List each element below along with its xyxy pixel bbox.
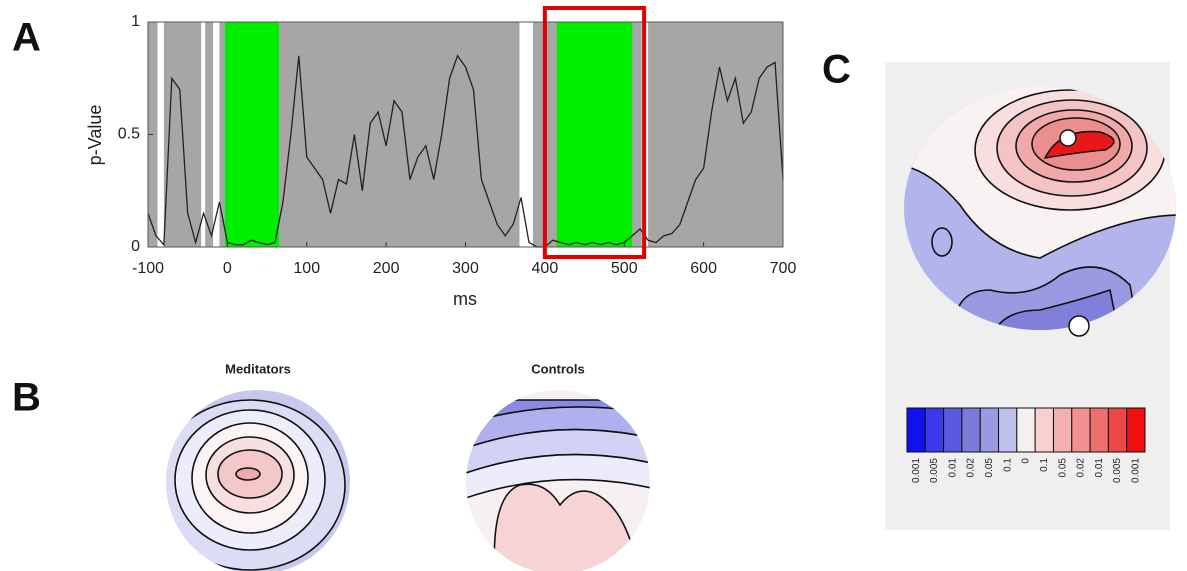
colorbar-label: 0.05 xyxy=(1057,458,1068,478)
colorbar-cell xyxy=(1089,407,1109,453)
colorbar-label: 0.02 xyxy=(1076,458,1087,478)
topo-map xyxy=(166,390,350,571)
x-tick-label: -100 xyxy=(132,260,164,277)
colorbar-cell xyxy=(943,407,963,453)
colorbar-label: 0.05 xyxy=(984,458,995,478)
span xyxy=(224,22,279,247)
panel-label: C xyxy=(822,48,851,92)
colorbar-label: 0.005 xyxy=(929,458,940,483)
span xyxy=(201,22,206,247)
colorbar-label: 0.1 xyxy=(1039,458,1050,472)
line xyxy=(147,54,784,248)
colorbar-label: 0 xyxy=(1021,458,1032,464)
colorbar-cell xyxy=(1034,407,1054,453)
colorbar-label: 0.1 xyxy=(1002,458,1013,472)
panel-label: A xyxy=(12,16,41,60)
x-tick-label: 100 xyxy=(293,260,320,277)
y-tick-label: 0 xyxy=(131,238,140,255)
colorbar-label: 0.01 xyxy=(1094,458,1105,478)
x-tick-label: 200 xyxy=(373,260,400,277)
colorbar-cell xyxy=(1126,407,1146,453)
topo-map xyxy=(466,390,650,571)
x-tick-label: 300 xyxy=(452,260,479,277)
map-title: Controls xyxy=(531,361,584,376)
electrode xyxy=(1059,129,1077,147)
colorbar-label: 0.01 xyxy=(947,458,958,478)
y-tick-label: 0.5 xyxy=(118,126,140,143)
colorbar-cell xyxy=(1107,407,1128,453)
colorbar-cell xyxy=(906,407,926,453)
plot-frame xyxy=(147,21,784,248)
colorbar-label: 0.001 xyxy=(911,458,922,483)
colorbar-label: 0.005 xyxy=(1112,458,1123,483)
colorbar-cell xyxy=(1052,407,1073,453)
electrode xyxy=(1068,315,1090,337)
map-title: Meditators xyxy=(225,361,291,376)
topo-map xyxy=(904,86,1176,330)
panel-label: B xyxy=(12,376,41,420)
span xyxy=(213,22,220,247)
span xyxy=(519,22,533,247)
plot-area: -100 0 100 200 300 400 500 600 700 0 0.5 1 xyxy=(118,6,797,277)
x-axis-label: ms xyxy=(453,289,477,309)
highlight-box xyxy=(542,6,647,259)
colorbar-label: 0.001 xyxy=(1130,458,1141,483)
colorbar-cell xyxy=(1016,407,1036,453)
colorbar-cell xyxy=(998,407,1018,453)
x-tick-label: 700 xyxy=(770,260,797,277)
x-tick-label: 400 xyxy=(532,260,559,277)
span xyxy=(157,22,164,247)
colorbar-cell xyxy=(961,407,981,453)
x-tick-label: 600 xyxy=(690,260,717,277)
colorbar-label: 0.02 xyxy=(966,458,977,478)
y-tick-label: 1 xyxy=(131,13,140,30)
x-tick-label: 0 xyxy=(223,260,232,277)
colorbar-cell xyxy=(1071,407,1091,453)
x-tick-label: 500 xyxy=(611,260,638,277)
colorbar-cell xyxy=(924,407,945,453)
colorbar: 0.001 0.005 0.01 0.02 0.05 0.1 0 0.1 0.05 0.02 0.0… xyxy=(906,407,1146,483)
y-axis-label: p-Value xyxy=(85,105,105,166)
span xyxy=(556,22,633,247)
colorbar-cell xyxy=(979,407,1000,453)
